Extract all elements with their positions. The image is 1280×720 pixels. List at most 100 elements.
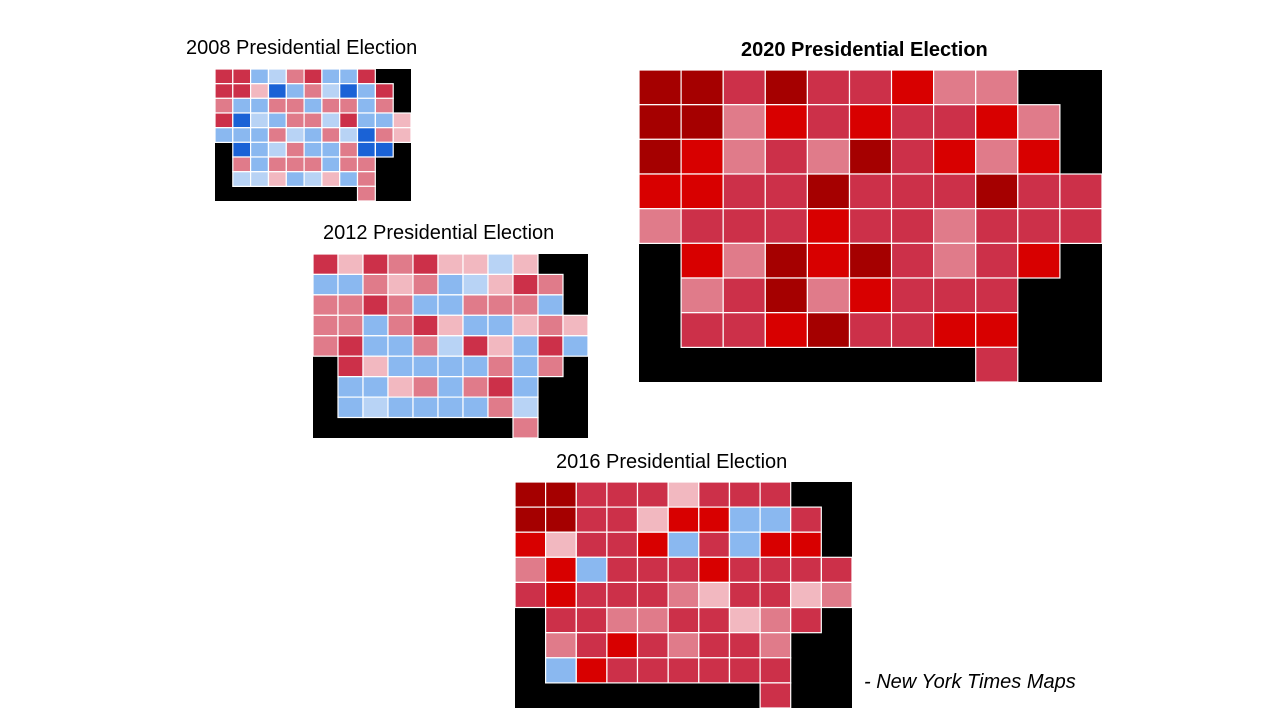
county [759, 682, 792, 708]
county [303, 127, 323, 144]
county [975, 242, 1019, 279]
county [698, 556, 731, 584]
county [545, 482, 577, 508]
county [412, 294, 439, 316]
county [215, 97, 234, 114]
county [606, 581, 639, 609]
county [759, 632, 792, 659]
county [321, 156, 341, 173]
county [356, 127, 376, 144]
map-2020-counties [639, 70, 1102, 382]
map-2012 [313, 254, 588, 438]
county [339, 171, 359, 187]
county [321, 69, 341, 85]
county [215, 69, 234, 85]
county [462, 396, 489, 419]
county [362, 396, 389, 419]
county [728, 632, 761, 659]
county [512, 417, 539, 438]
county [362, 376, 389, 398]
county [339, 97, 359, 114]
county [412, 376, 439, 398]
county [680, 242, 724, 279]
county [412, 273, 439, 296]
county [722, 208, 766, 244]
county [337, 294, 364, 316]
county [356, 97, 376, 114]
county [285, 127, 305, 144]
county [606, 606, 639, 634]
county [890, 277, 935, 314]
county [462, 273, 489, 296]
county [362, 254, 389, 275]
county [680, 277, 724, 314]
county [698, 531, 731, 558]
county [680, 173, 724, 210]
map-2016-title: 2016 Presidential Election [556, 451, 788, 473]
county [848, 277, 893, 314]
county [728, 482, 761, 508]
county [339, 112, 359, 129]
county [759, 581, 792, 609]
county [232, 127, 252, 144]
county [890, 70, 935, 106]
county [515, 531, 547, 558]
county [337, 273, 364, 296]
county [1059, 208, 1102, 244]
county [285, 97, 305, 114]
county [820, 581, 852, 609]
county [512, 355, 539, 378]
county [356, 141, 376, 158]
county [487, 254, 514, 275]
county [249, 69, 269, 85]
county [698, 581, 731, 609]
county [575, 556, 608, 584]
county [267, 83, 287, 99]
county [249, 171, 269, 187]
county [321, 112, 341, 129]
county [667, 482, 700, 508]
county [575, 657, 608, 684]
county [537, 335, 564, 357]
county [975, 138, 1019, 175]
county [562, 314, 588, 337]
county [387, 273, 414, 296]
county [462, 376, 489, 398]
county [537, 273, 564, 296]
county [933, 242, 977, 279]
county [285, 171, 305, 187]
county [1059, 173, 1102, 210]
county [303, 97, 323, 114]
county [806, 70, 851, 106]
county [575, 581, 608, 609]
county [267, 127, 287, 144]
county [933, 104, 977, 141]
county [667, 606, 700, 634]
county [759, 657, 792, 684]
county [790, 606, 822, 634]
county [806, 138, 851, 175]
county [387, 254, 414, 275]
county [267, 112, 287, 129]
county [362, 273, 389, 296]
source-credit: - New York Times Maps [864, 671, 1076, 693]
county [487, 314, 514, 337]
county [933, 208, 977, 244]
county [249, 97, 269, 114]
county [437, 355, 464, 378]
county [848, 138, 893, 175]
county [321, 83, 341, 99]
county [667, 581, 700, 609]
county [667, 531, 700, 558]
county [512, 273, 539, 296]
county [848, 70, 893, 106]
county [1017, 173, 1061, 210]
county [890, 208, 935, 244]
county [698, 482, 731, 508]
county [249, 141, 269, 158]
county [680, 208, 724, 244]
county [764, 277, 809, 314]
county [759, 556, 792, 584]
county [722, 138, 766, 175]
county [285, 69, 305, 85]
